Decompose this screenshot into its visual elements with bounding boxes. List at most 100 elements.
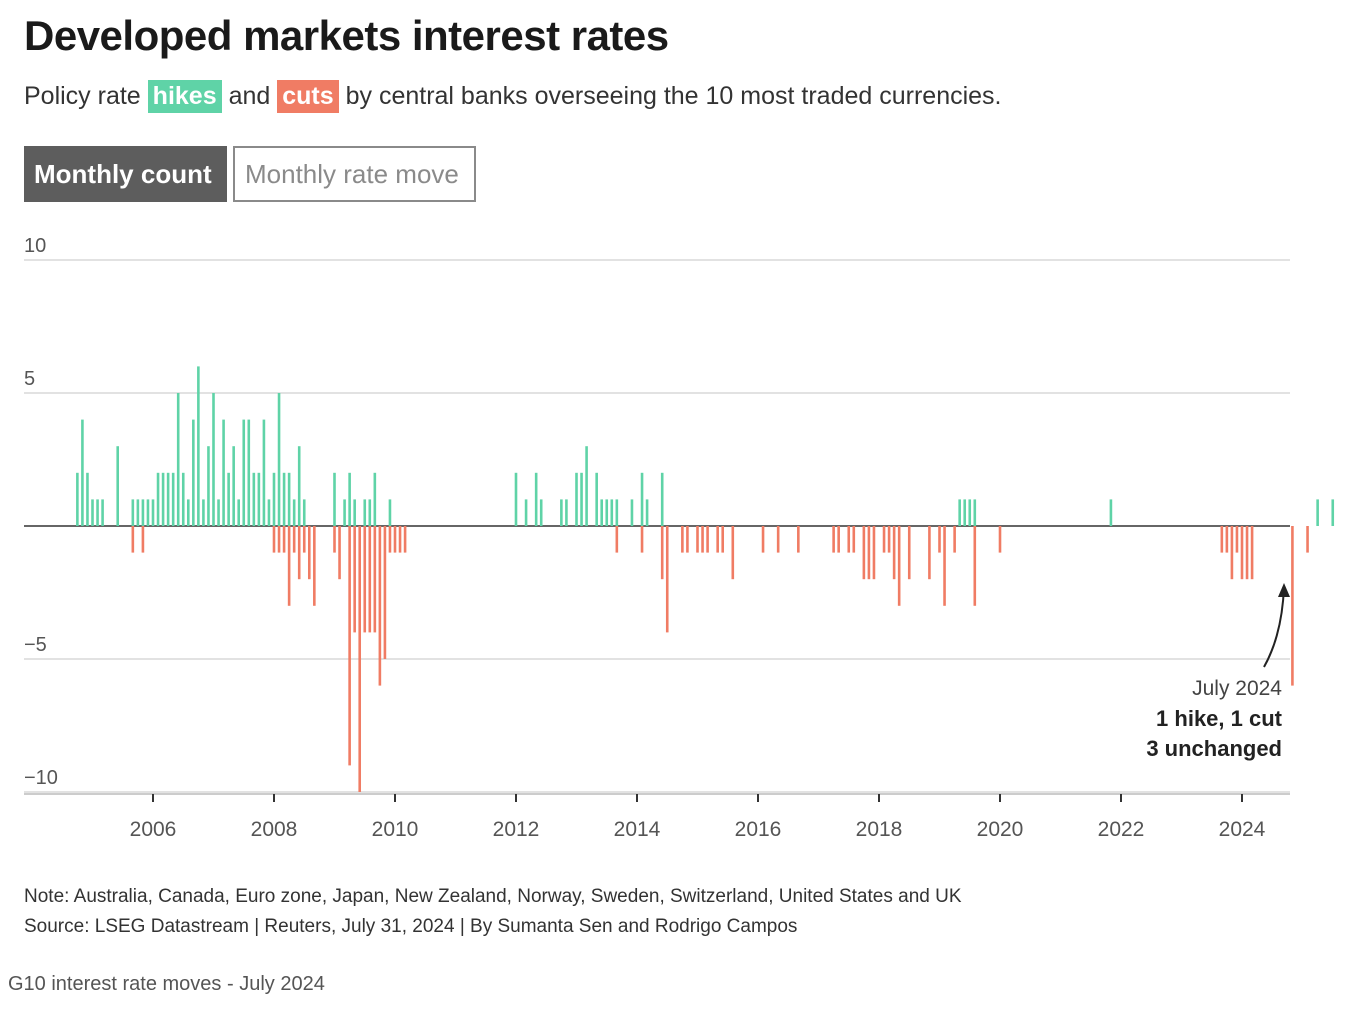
x-tick-label: 2022 (1098, 818, 1145, 841)
hike-bar (257, 472, 261, 526)
hike-bar (660, 472, 664, 526)
hike-bar (368, 499, 372, 526)
cut-bar (686, 526, 689, 553)
hike-bar (348, 472, 351, 526)
hike-bar (242, 419, 246, 526)
cut-bar (862, 526, 866, 580)
hike-bar (76, 472, 79, 526)
hike-bar (232, 446, 235, 526)
cuts-legend-chip: cuts (277, 80, 339, 113)
cut-bar (681, 526, 684, 553)
hike-bar (197, 366, 200, 526)
hike-bar (247, 419, 251, 526)
cut-bar (1245, 526, 1249, 580)
cut-bar (776, 526, 780, 553)
cut-bar (373, 526, 377, 633)
hike-bar (1331, 499, 1335, 526)
cut-bar (943, 526, 946, 606)
x-tick-label: 2012 (493, 818, 540, 841)
hike-bar (101, 499, 104, 526)
hike-bar (156, 472, 160, 526)
x-tick-label: 2024 (1219, 818, 1266, 841)
cut-bar (277, 526, 281, 553)
hike-bar (363, 499, 367, 526)
hike-bar (1109, 499, 1113, 526)
annotation-date: July 2024 (1192, 677, 1282, 700)
hike-bar (262, 419, 266, 526)
hike-bar (645, 499, 649, 526)
cut-bar (665, 526, 669, 633)
chart-grid (24, 259, 1290, 793)
y-tick-label: 5 (24, 368, 35, 390)
hike-bar (146, 499, 150, 526)
cut-bar (398, 526, 402, 553)
x-tick-label: 2014 (614, 818, 661, 841)
hike-bar (171, 472, 175, 526)
cut-bar (368, 526, 372, 633)
cut-bar (832, 526, 835, 553)
cut-bar (953, 526, 956, 553)
y-tick-label: 10 (24, 235, 46, 257)
cut-bar (731, 526, 735, 580)
hike-bar (116, 446, 120, 526)
hike-bar (600, 499, 604, 526)
hike-bar (272, 472, 276, 526)
cut-bar (640, 526, 644, 553)
cut-bar (1235, 526, 1239, 553)
cut-bar (837, 526, 840, 553)
monthly-count-toggle[interactable]: Monthly count (24, 146, 227, 202)
cut-bar (393, 526, 397, 553)
hike-bar (202, 499, 205, 526)
cut-bar (313, 526, 316, 606)
cut-bar (297, 526, 301, 580)
hike-bar (252, 472, 256, 526)
cut-bar (907, 526, 911, 580)
hike-bar (524, 499, 528, 526)
bar-chart: 10 5 −5 −10 2006 2008 2010 2012 2014 2016 2018 202… (24, 235, 1335, 841)
cut-bar (1220, 526, 1224, 553)
hike-bar (973, 499, 977, 526)
cut-bar (998, 526, 1002, 553)
subtitle-prefix: Policy rate (24, 82, 141, 110)
hike-bar (539, 499, 543, 526)
monthly-rate-move-toggle[interactable]: Monthly rate move (233, 146, 476, 202)
cut-bar (338, 526, 341, 580)
hike-bar (388, 499, 392, 526)
hike-bar (968, 499, 972, 526)
cut-bar (1291, 526, 1294, 686)
hike-bar (630, 499, 634, 526)
hike-bar (186, 499, 190, 526)
hike-bar (91, 499, 94, 526)
hike-bar (333, 472, 336, 526)
chart-note: Note: Australia, Canada, Euro zone, Japa… (24, 886, 962, 907)
chart-title: Developed markets interest rates (24, 12, 669, 59)
hike-bar (615, 499, 619, 526)
cut-bar (287, 526, 291, 606)
hike-bar (560, 499, 563, 526)
y-tick-label: −10 (24, 767, 58, 789)
hike-bar (217, 499, 220, 526)
hike-bar (151, 499, 155, 526)
cut-bar (706, 526, 709, 553)
hike-bar (222, 419, 225, 526)
hike-bar (610, 499, 614, 526)
cut-bar (388, 526, 392, 553)
hike-bar (565, 499, 568, 526)
hike-bar (353, 499, 356, 526)
x-tick-label: 2008 (251, 818, 298, 841)
annotation-arrowhead (1278, 583, 1290, 597)
hike-bar (161, 472, 165, 526)
cut-bar (797, 526, 800, 553)
annotation-line1: 1 hike, 1 cut (1156, 706, 1283, 731)
x-tick-label: 2018 (856, 818, 903, 841)
hikes-legend-chip: hikes (147, 80, 222, 113)
cut-bar (761, 526, 765, 553)
hike-bar (81, 419, 84, 526)
hike-bar (96, 499, 99, 526)
hike-bar (580, 472, 583, 526)
cut-bar (353, 526, 356, 633)
cut-bar (615, 526, 619, 553)
cut-bar (897, 526, 901, 606)
annotation: July 2024 1 hike, 1 cut 3 unchanged (1146, 583, 1290, 761)
hike-bar (212, 393, 215, 526)
